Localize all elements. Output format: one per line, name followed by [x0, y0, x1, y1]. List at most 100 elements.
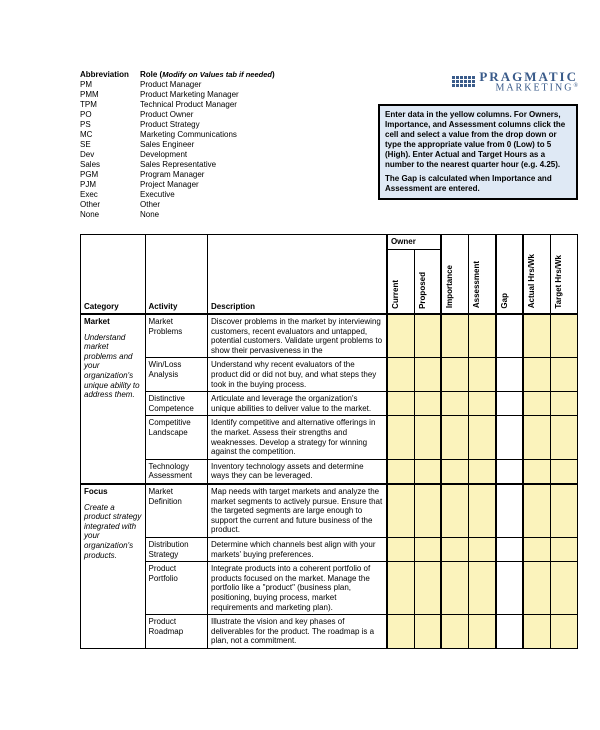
- actual-cell[interactable]: [523, 537, 550, 561]
- abbrev-b: Development: [140, 150, 310, 160]
- table-row: Product PortfolioIntegrate products into…: [81, 562, 578, 615]
- importance-cell[interactable]: [441, 562, 468, 615]
- assessment-cell[interactable]: [469, 358, 496, 392]
- abbrev-a: PJM: [80, 180, 140, 190]
- abbrev-b: Product Marketing Manager: [140, 90, 310, 100]
- category-cell: FocusCreate a product strategy integrate…: [81, 484, 146, 648]
- table-row: Product RoadmapIllustrate the vision and…: [81, 615, 578, 649]
- current-cell[interactable]: [387, 314, 414, 358]
- abbrev-header: Abbreviation Role (Modify on Values tab …: [80, 70, 310, 79]
- abbreviation-list: Abbreviation Role (Modify on Values tab …: [80, 70, 310, 220]
- role-note: Modify on Values tab if needed: [162, 70, 272, 79]
- abbrev-b: Product Strategy: [140, 120, 310, 130]
- importance-cell[interactable]: [441, 537, 468, 561]
- gap-cell: [496, 358, 523, 392]
- gap-cell: [496, 459, 523, 484]
- th-actual: Actual Hrs/Wk: [523, 235, 550, 315]
- logo-icon: [452, 76, 475, 87]
- current-cell[interactable]: [387, 358, 414, 392]
- activity-cell: Market Problems: [145, 314, 208, 358]
- target-cell[interactable]: [550, 537, 577, 561]
- abbrev-a: Dev: [80, 150, 140, 160]
- importance-cell[interactable]: [441, 314, 468, 358]
- instructions-p2: The Gap is calculated when Importance an…: [385, 174, 571, 194]
- proposed-cell[interactable]: [414, 392, 441, 416]
- activity-cell: Distribution Strategy: [145, 537, 208, 561]
- target-cell[interactable]: [550, 416, 577, 459]
- proposed-cell[interactable]: [414, 615, 441, 649]
- proposed-cell[interactable]: [414, 562, 441, 615]
- target-cell[interactable]: [550, 459, 577, 484]
- assessment-cell[interactable]: [469, 416, 496, 459]
- current-cell[interactable]: [387, 416, 414, 459]
- assessment-cell[interactable]: [469, 314, 496, 358]
- th-category: Category: [81, 235, 146, 315]
- proposed-cell[interactable]: [414, 416, 441, 459]
- importance-cell[interactable]: [441, 392, 468, 416]
- abbrev-row: OtherOther: [80, 200, 310, 210]
- current-cell[interactable]: [387, 484, 414, 537]
- actual-cell[interactable]: [523, 416, 550, 459]
- proposed-cell[interactable]: [414, 314, 441, 358]
- proposed-cell[interactable]: [414, 358, 441, 392]
- abbrev-b: Sales Engineer: [140, 140, 310, 150]
- description-cell: Articulate and leverage the organization…: [208, 392, 387, 416]
- th-owner: Owner: [387, 235, 441, 250]
- category-cell: MarketUnderstand market problems and you…: [81, 314, 146, 484]
- actual-cell[interactable]: [523, 615, 550, 649]
- target-cell[interactable]: [550, 392, 577, 416]
- current-cell[interactable]: [387, 537, 414, 561]
- gap-cell: [496, 537, 523, 561]
- th-proposed: Proposed: [414, 249, 441, 314]
- th-gap: Gap: [496, 235, 523, 315]
- current-cell[interactable]: [387, 392, 414, 416]
- actual-cell[interactable]: [523, 314, 550, 358]
- actual-cell[interactable]: [523, 459, 550, 484]
- table-row: Technology AssessmentInventory technolog…: [81, 459, 578, 484]
- instructions-p1: Enter data in the yellow columns. For Ow…: [385, 110, 571, 170]
- abbrev-a: PMM: [80, 90, 140, 100]
- importance-cell[interactable]: [441, 358, 468, 392]
- actual-cell[interactable]: [523, 392, 550, 416]
- proposed-cell[interactable]: [414, 484, 441, 537]
- abbrev-b: None: [140, 210, 310, 220]
- importance-cell[interactable]: [441, 484, 468, 537]
- abbrev-b: Technical Product Manager: [140, 100, 310, 110]
- actual-cell[interactable]: [523, 358, 550, 392]
- abbrev-row: POProduct Owner: [80, 110, 310, 120]
- importance-cell[interactable]: [441, 416, 468, 459]
- abbrev-b: Product Manager: [140, 80, 310, 90]
- target-cell[interactable]: [550, 615, 577, 649]
- assessment-cell[interactable]: [469, 392, 496, 416]
- table-row: Competitive LandscapeIdentify competitiv…: [81, 416, 578, 459]
- proposed-cell[interactable]: [414, 459, 441, 484]
- target-cell[interactable]: [550, 562, 577, 615]
- assessment-cell[interactable]: [469, 537, 496, 561]
- current-cell[interactable]: [387, 562, 414, 615]
- assessment-cell[interactable]: [469, 615, 496, 649]
- target-cell[interactable]: [550, 358, 577, 392]
- importance-cell[interactable]: [441, 459, 468, 484]
- activity-cell: Product Portfolio: [145, 562, 208, 615]
- actual-cell[interactable]: [523, 484, 550, 537]
- target-cell[interactable]: [550, 484, 577, 537]
- description-cell: Discover problems in the market by inter…: [208, 314, 387, 358]
- importance-cell[interactable]: [441, 615, 468, 649]
- gap-cell: [496, 314, 523, 358]
- abbrev-row: TPMTechnical Product Manager: [80, 100, 310, 110]
- abbrev-b: Project Manager: [140, 180, 310, 190]
- assessment-cell[interactable]: [469, 484, 496, 537]
- assessment-cell[interactable]: [469, 459, 496, 484]
- proposed-cell[interactable]: [414, 537, 441, 561]
- target-cell[interactable]: [550, 314, 577, 358]
- abbrev-a: SE: [80, 140, 140, 150]
- actual-cell[interactable]: [523, 562, 550, 615]
- abbrev-a: Other: [80, 200, 140, 210]
- assessment-cell[interactable]: [469, 562, 496, 615]
- current-cell[interactable]: [387, 459, 414, 484]
- abbrev-a: Exec: [80, 190, 140, 200]
- abbrev-a: MC: [80, 130, 140, 140]
- current-cell[interactable]: [387, 615, 414, 649]
- abbrev-header-b: Role (Modify on Values tab if needed): [140, 70, 275, 79]
- activity-cell: Market Definition: [145, 484, 208, 537]
